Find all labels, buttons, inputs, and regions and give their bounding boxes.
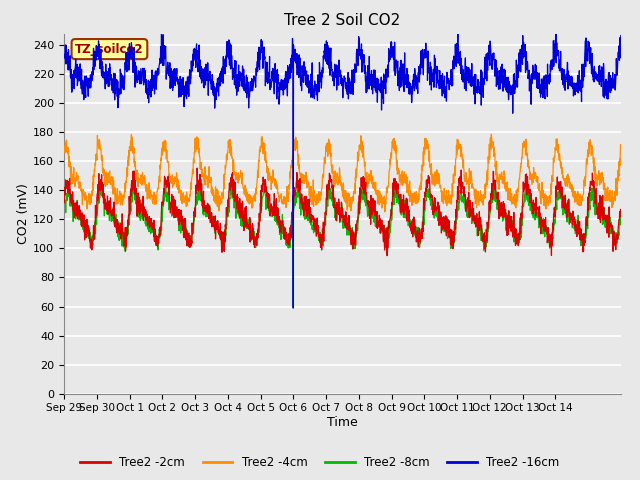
Title: Tree 2 Soil CO2: Tree 2 Soil CO2 xyxy=(284,13,401,28)
Legend: Tree2 -2cm, Tree2 -4cm, Tree2 -8cm, Tree2 -16cm: Tree2 -2cm, Tree2 -4cm, Tree2 -8cm, Tree… xyxy=(76,452,564,474)
X-axis label: Time: Time xyxy=(327,416,358,429)
Y-axis label: CO2 (mV): CO2 (mV) xyxy=(17,183,30,244)
Text: TZ_soilco2: TZ_soilco2 xyxy=(75,43,144,56)
